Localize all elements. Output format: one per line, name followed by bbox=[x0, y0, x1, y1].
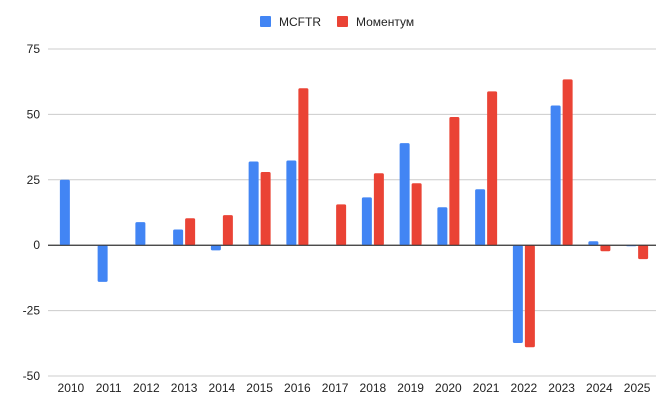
x-tick-label: 2016 bbox=[284, 381, 311, 395]
x-tick-label: 2023 bbox=[548, 381, 575, 395]
bar-mcftr-2018 bbox=[361, 197, 372, 246]
y-tick-label: 50 bbox=[27, 107, 41, 121]
x-tick-label: 2017 bbox=[322, 381, 349, 395]
bars bbox=[59, 79, 649, 348]
bar-momentum-2020 bbox=[449, 117, 460, 246]
x-tick-label: 2022 bbox=[511, 381, 538, 395]
bar-mcftr-2011 bbox=[97, 245, 108, 282]
legend-label-mcftr: MCFTR bbox=[279, 15, 321, 29]
bar-mcftr-2010 bbox=[59, 179, 70, 246]
x-tick-label: 2012 bbox=[133, 381, 160, 395]
bar-momentum-2019 bbox=[411, 183, 422, 246]
legend-label-momentum: Моментум bbox=[356, 15, 414, 29]
bar-momentum-2024 bbox=[600, 245, 611, 252]
legend: MCFTR Моментум bbox=[260, 15, 414, 29]
bar-momentum-2018 bbox=[373, 173, 384, 246]
bar-mcftr-2013 bbox=[173, 229, 184, 246]
x-tick-label: 2021 bbox=[473, 381, 500, 395]
x-tick-label: 2013 bbox=[171, 381, 198, 395]
x-tick-label: 2011 bbox=[96, 381, 122, 395]
bar-momentum-2022 bbox=[524, 245, 535, 348]
y-tick-label: 75 bbox=[27, 42, 41, 56]
x-tick-label: 2014 bbox=[209, 381, 236, 395]
y-tick-label: -25 bbox=[23, 304, 41, 318]
bar-mcftr-2012 bbox=[135, 222, 146, 246]
y-tick-label: 25 bbox=[27, 173, 41, 187]
bar-mcftr-2022 bbox=[512, 245, 523, 344]
bar-mcftr-2020 bbox=[437, 207, 448, 246]
legend-swatch-mcftr bbox=[260, 16, 271, 27]
x-tick-label: 2015 bbox=[246, 381, 273, 395]
bar-mcftr-2023 bbox=[550, 105, 561, 246]
x-axis-labels: 2010 2011 2012 2013 2014 2015 2016 2017 2018 2019… bbox=[58, 381, 651, 395]
bar-momentum-2015 bbox=[260, 171, 271, 246]
bar-momentum-2013 bbox=[185, 218, 196, 246]
x-tick-label: 2024 bbox=[586, 381, 613, 395]
bar-mcftr-2014 bbox=[210, 245, 221, 251]
x-tick-label: 2010 bbox=[58, 381, 85, 395]
bar-momentum-2014 bbox=[222, 215, 233, 246]
bar-momentum-2025 bbox=[638, 245, 649, 260]
bar-mcftr-2015 bbox=[248, 161, 259, 246]
x-tick-label: 2018 bbox=[360, 381, 387, 395]
bar-momentum-2016 bbox=[298, 88, 309, 246]
bar-momentum-2021 bbox=[487, 91, 498, 246]
bar-mcftr-2019 bbox=[399, 143, 410, 246]
x-tick-label: 2019 bbox=[397, 381, 424, 395]
y-tick-label: -50 bbox=[23, 369, 41, 383]
bar-momentum-2023 bbox=[562, 79, 573, 246]
x-tick-label: 2025 bbox=[624, 381, 651, 395]
bar-mcftr-2024 bbox=[588, 241, 599, 246]
bar-momentum-2017 bbox=[336, 204, 347, 246]
bar-mcftr-2021 bbox=[475, 189, 486, 246]
x-tick-label: 2020 bbox=[435, 381, 462, 395]
legend-swatch-momentum bbox=[337, 16, 348, 27]
y-axis-labels: -50 -25 0 25 50 75 bbox=[23, 42, 41, 383]
y-tick-label: 0 bbox=[33, 238, 40, 252]
bar-mcftr-2016 bbox=[286, 160, 297, 246]
